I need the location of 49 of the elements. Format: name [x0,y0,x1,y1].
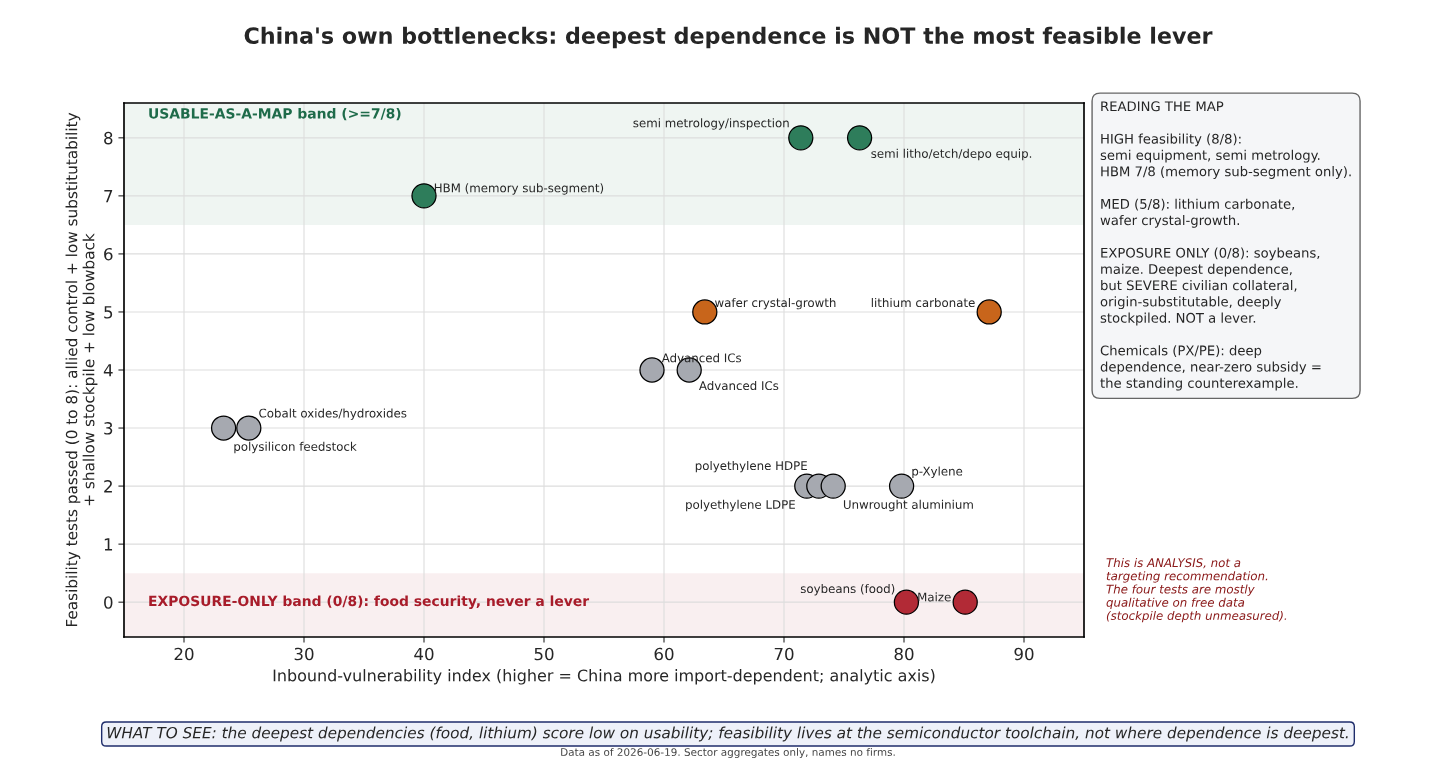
point [846,125,873,151]
point [952,589,978,615]
chart-title: China's own bottlenecks: deepest dependence is NOT the most feasible lever [244,26,1213,49]
point [210,415,237,441]
annotation: polysilicon feedstock [234,441,357,454]
point [788,125,814,151]
point [893,589,920,615]
text: READING THE MAP HIGH feasibility (8/8): semi equipment, semi metrology. HBM 7/8 (memory sub-segment only). MED (5/8): lithium carbonate, wafer crystal-growth. EXPOSURE ONLY (0/8): soybeans, maize. Deepest dependence, but SEVERE civilian collateral, origin-substitutable, deeply stockpiled. NOT a lever. Chemicals (PX/PE): deep dependence, near-zero subsidy = the standing counterexample. [1100,101,1351,391]
x-tick-label: 40 [414,647,434,661]
y-axis-title: Feasibility tests passed (0 to 8): allied control + low substitutability + shallow stockpile + low blowback [65,112,98,627]
x-tick-label: 60 [654,647,674,661]
text: Data as of 2026-06-19. Sector aggregates only, names no firms. [561,747,895,759]
point [976,299,1002,325]
annotation: wafer crystal-growth [715,297,836,310]
annotation: Maize [918,592,951,602]
x-tick-label: 90 [1014,647,1034,661]
text: WHAT TO SEE: the deepest dependencies (food, lithium) score low on usability; feasibility lives at the semiconductor toolchain, not where dependence is deepest. [107,726,1348,742]
annotation: p-Xylene [912,466,963,478]
point [411,183,437,209]
y-tick-label: 0 [104,596,113,609]
annotation: Advanced ICs [699,380,779,391]
y-tick-label: 8 [104,131,113,145]
y-tick-label: 2 [104,480,112,493]
y-tick-label: 3 [104,422,113,435]
y-tick-label: 6 [104,247,113,261]
x-tick-label: 50 [534,647,554,661]
annotation: semi litho/etch/depo equip. [871,148,1032,161]
y-tick-label: 1 [104,538,113,551]
annotation: polyethylene LDPE [686,499,795,512]
x-tick-label: 30 [294,647,314,661]
y-tick-label: 7 [104,190,113,203]
annotation: polyethylene HDPE [695,460,807,473]
annotation: lithium carbonate [871,297,975,308]
y-tick-label: 4 [103,364,113,377]
annotation: Advanced ICs [661,353,742,363]
annotation: semi metrology/inspection [633,118,789,130]
band-label: EXPOSURE-ONLY band (0/8): food security, never a lever [149,595,590,609]
annotation: Unwrought aluminium [843,499,973,512]
annotation: Cobalt oxides/hydroxides [259,408,407,420]
y-tick-label: 5 [104,306,113,319]
band-label: USABLE-AS-A-MAP band (>=7/8) [149,107,401,121]
x-tick-label: 80 [894,647,914,661]
annotation: HBM (memory sub-segment) [434,183,604,195]
x-axis-title: Inbound-vulnerability index (higher = China more import-dependent; analytic axis) [273,669,935,685]
point [820,473,846,499]
x-tick-label: 70 [774,647,794,661]
text: This is ANALYSIS, not a targeting recommendation. The four tests are mostly qualitative on free data (stockpile depth unmeasured). [1106,558,1287,623]
x-tick-label: 20 [174,647,194,661]
annotation: soybeans (food) [800,583,895,596]
